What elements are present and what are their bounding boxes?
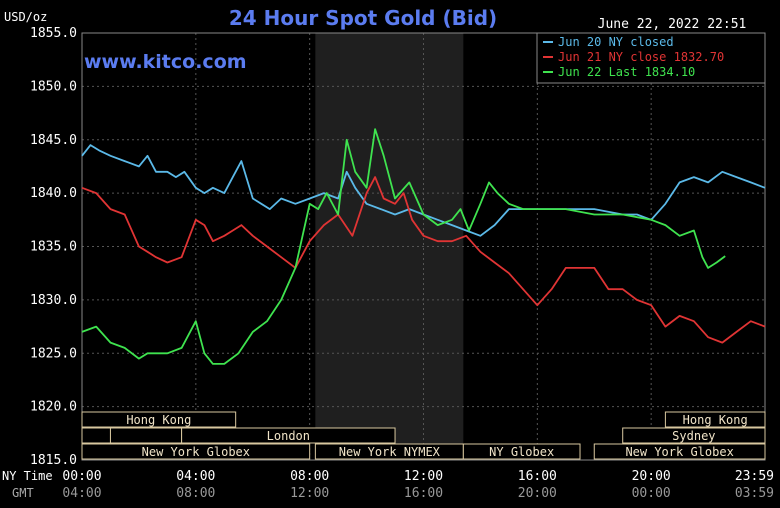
y-tick-label: 1825.0 — [30, 346, 77, 361]
x-tick-label-gmt: 08:00 — [176, 486, 215, 501]
y-tick-label: 1850.0 — [30, 79, 77, 94]
market-session-box — [593, 443, 766, 460]
market-session-label: New York Globex — [142, 445, 250, 459]
chart-timestamp: June 22, 2022 22:51 — [598, 17, 747, 32]
y-tick-label: 1815.0 — [30, 453, 77, 468]
y-tick-label: 1830.0 — [30, 293, 77, 308]
market-session-label: London — [267, 429, 310, 443]
series-line — [81, 128, 726, 365]
market-session-box — [664, 411, 766, 428]
x-tick-label-ny: 00:00 — [62, 469, 101, 484]
market-session-label: Hong Kong — [683, 413, 748, 427]
plot-border — [81, 32, 766, 461]
market-session-label: NY Globex — [489, 445, 554, 459]
series-line — [81, 144, 766, 237]
y-tick-label: 1840.0 — [30, 186, 77, 201]
market-session-label: New York Globex — [625, 445, 733, 459]
x-tick-label-ny: 20:00 — [632, 469, 671, 484]
chart-title: 24 Hour Spot Gold (Bid) — [229, 6, 497, 30]
gmt-label: GMT — [12, 486, 34, 500]
market-session-box — [462, 443, 581, 460]
legend-entry: Jun 21 NY close 1832.70 — [558, 50, 724, 64]
x-tick-label-gmt: 16:00 — [404, 486, 443, 501]
market-session-box — [81, 427, 111, 444]
y-unit-label: USD/oz — [4, 10, 47, 24]
x-tick-label-gmt: 04:00 — [62, 486, 101, 501]
ny-time-label: NY Time — [2, 469, 53, 483]
y-tick-label: 1845.0 — [30, 133, 77, 148]
legend-entry: Jun 22 Last 1834.10 — [558, 65, 695, 79]
series-line — [81, 176, 766, 344]
market-session-box — [181, 427, 396, 444]
x-tick-label-gmt: 03:59 — [735, 486, 774, 501]
x-tick-label-gmt: 00:00 — [632, 486, 671, 501]
market-session-label: Sydney — [672, 429, 715, 443]
x-tick-label-ny: 04:00 — [176, 469, 215, 484]
y-tick-label: 1820.0 — [30, 400, 77, 415]
y-tick-label: 1835.0 — [30, 240, 77, 255]
x-tick-label-ny: 08:00 — [290, 469, 329, 484]
market-session-box — [109, 427, 183, 444]
legend-entry: Jun 20 NY closed — [558, 35, 674, 49]
market-session-label: Hong Kong — [126, 413, 191, 427]
x-tick-label-ny: 12:00 — [404, 469, 443, 484]
x-tick-label-gmt: 20:00 — [518, 486, 557, 501]
x-tick-label-gmt: 12:00 — [290, 486, 329, 501]
legend-box — [536, 32, 766, 84]
market-session-box — [81, 443, 311, 460]
watermark-url: www.kitco.com — [84, 51, 247, 73]
market-session-box — [622, 427, 766, 444]
market-session-box — [81, 411, 237, 428]
y-tick-label: 1855.0 — [30, 26, 77, 41]
market-session-label: New York NYMEX — [339, 445, 441, 459]
x-tick-label-ny: 23:59 — [735, 469, 774, 484]
x-tick-label-ny: 16:00 — [518, 469, 557, 484]
